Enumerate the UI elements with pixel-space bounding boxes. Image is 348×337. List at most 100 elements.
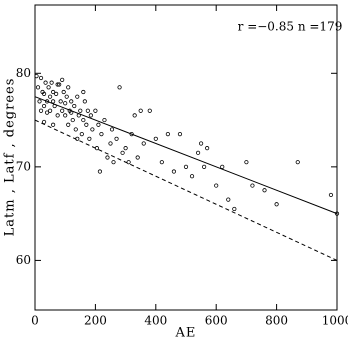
point xyxy=(84,122,89,127)
point xyxy=(123,146,128,151)
y-tick-label: 70 xyxy=(16,159,31,173)
annotation: r =−0.85 n =179 xyxy=(238,20,343,34)
point xyxy=(171,169,177,174)
y-axis-title: Latm , Latf , degrees xyxy=(3,78,18,237)
point xyxy=(76,113,81,118)
point xyxy=(226,197,231,202)
point xyxy=(51,89,56,95)
point xyxy=(141,141,146,146)
point xyxy=(63,113,68,118)
point xyxy=(93,108,98,113)
y-tick-label: 60 xyxy=(16,253,31,267)
point xyxy=(81,89,86,95)
point xyxy=(135,155,140,160)
point xyxy=(70,117,75,123)
point xyxy=(177,132,183,137)
point xyxy=(35,85,41,90)
point xyxy=(61,89,66,95)
x-tick-label: 800 xyxy=(265,314,288,328)
point xyxy=(55,113,60,118)
point xyxy=(60,108,65,113)
point xyxy=(138,108,143,113)
point xyxy=(66,122,71,127)
point xyxy=(52,103,57,109)
point xyxy=(87,136,92,141)
point xyxy=(250,183,255,188)
point xyxy=(46,85,51,90)
point xyxy=(75,136,80,141)
point xyxy=(47,94,53,99)
point xyxy=(57,82,62,87)
point xyxy=(41,119,47,125)
point xyxy=(79,132,84,137)
point xyxy=(47,108,53,113)
point xyxy=(38,75,44,81)
point xyxy=(37,99,42,104)
point xyxy=(78,108,83,113)
point xyxy=(220,164,225,169)
point xyxy=(244,160,249,165)
point xyxy=(55,82,60,87)
x-tick-label: 400 xyxy=(144,314,167,328)
point xyxy=(73,127,78,132)
point xyxy=(120,150,125,155)
point xyxy=(199,141,204,146)
point xyxy=(94,146,100,151)
point xyxy=(334,211,340,216)
point xyxy=(90,127,95,132)
point xyxy=(44,110,50,115)
point xyxy=(99,132,104,137)
point xyxy=(274,202,279,207)
point xyxy=(262,188,267,193)
point xyxy=(102,117,107,123)
point xyxy=(72,103,77,109)
point xyxy=(232,206,237,212)
point xyxy=(51,99,56,104)
point xyxy=(82,99,87,104)
fit-line xyxy=(34,119,338,261)
point xyxy=(34,74,39,79)
point xyxy=(147,108,152,113)
point xyxy=(202,164,207,169)
point xyxy=(195,150,201,155)
point xyxy=(153,136,158,141)
point xyxy=(126,160,131,165)
x-axis-title: AE xyxy=(175,326,197,337)
point xyxy=(54,91,59,96)
point xyxy=(41,91,47,96)
point xyxy=(214,183,219,188)
point xyxy=(165,132,170,137)
point xyxy=(189,174,195,179)
point xyxy=(81,117,86,123)
point xyxy=(295,160,300,165)
point xyxy=(69,110,74,115)
point xyxy=(109,127,115,132)
point xyxy=(63,101,68,106)
point xyxy=(105,155,110,160)
point xyxy=(69,99,74,104)
point xyxy=(129,132,134,137)
point xyxy=(51,122,56,127)
point xyxy=(96,122,101,127)
plot-frame xyxy=(34,4,338,311)
point xyxy=(108,141,113,146)
point xyxy=(183,164,189,169)
point xyxy=(117,85,122,90)
point xyxy=(97,169,103,174)
point xyxy=(44,99,50,104)
fit-line xyxy=(34,96,338,215)
point xyxy=(64,94,69,99)
point xyxy=(38,108,44,113)
x-tick-label: 0 xyxy=(31,314,39,328)
point xyxy=(43,80,48,85)
point xyxy=(85,108,90,113)
point xyxy=(114,136,119,141)
x-tick-label: 1000 xyxy=(322,314,348,328)
point xyxy=(132,113,137,118)
x-tick-label: 600 xyxy=(205,314,228,328)
point xyxy=(88,113,93,118)
point xyxy=(60,77,65,82)
point xyxy=(66,85,71,90)
x-tick-label: 200 xyxy=(84,314,107,328)
point xyxy=(328,192,334,198)
